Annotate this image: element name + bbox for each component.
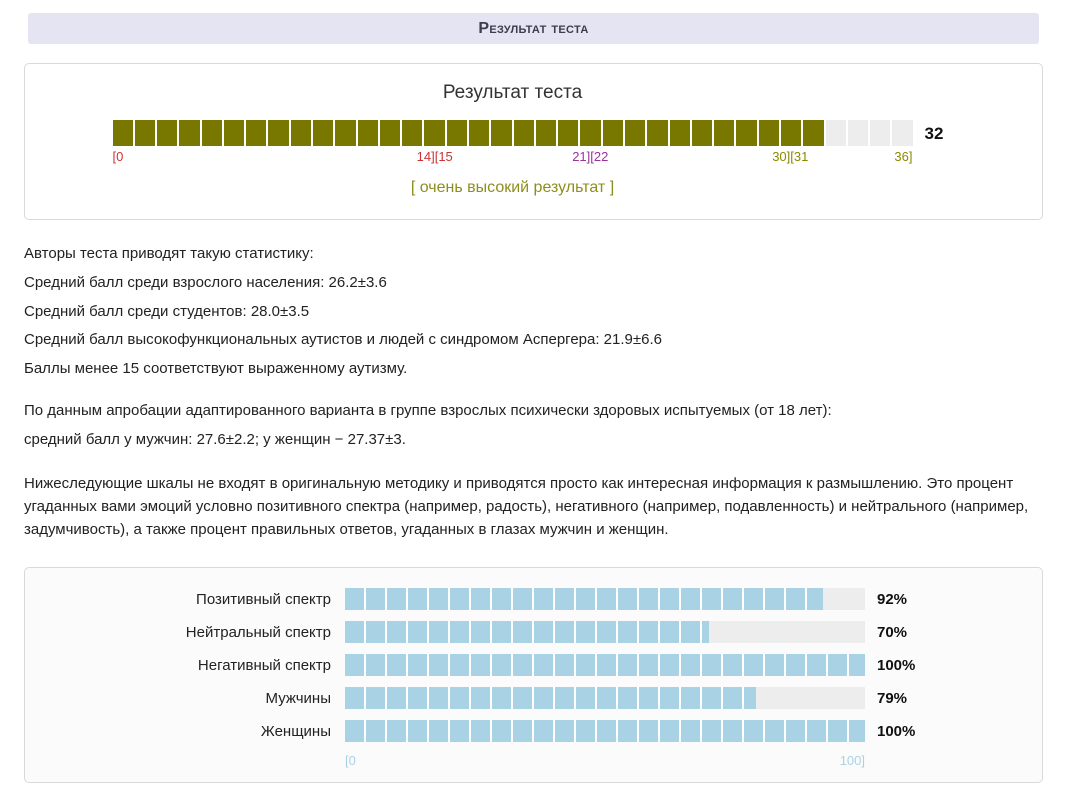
stats-line: Баллы менее 15 соответствуют выраженному… <box>24 360 408 378</box>
spectrum-row-label: Позитивный спектр <box>196 590 331 608</box>
scale-segment-filled <box>313 120 334 146</box>
scale-axis-label: 21][22 <box>572 149 609 164</box>
scale-axis-label: 36] <box>894 149 913 164</box>
scale-segment-filled <box>402 120 423 146</box>
spectrum-bar-track <box>345 588 865 611</box>
spectrum-bar-fill <box>345 720 865 743</box>
spectrum-bar-fill <box>345 588 824 611</box>
spectrum-bar-fill <box>345 621 709 644</box>
scale-segment-filled <box>758 120 779 146</box>
spectrum-row-label: Мужчины <box>265 689 331 707</box>
scale-segment-filled <box>179 120 200 146</box>
stats-line: средний балл у мужчин: 27.6±2.2; у женщи… <box>24 430 406 448</box>
scale-axis-label: [0 <box>112 149 124 164</box>
spectrum-bar-track <box>345 654 865 677</box>
scale-segment-filled <box>513 120 534 146</box>
scale-segment-filled <box>624 120 646 146</box>
scale-segment-filled <box>736 120 757 146</box>
spectrum-bar-track <box>345 687 865 710</box>
scale-segment-filled <box>268 120 289 146</box>
stats-line: Средний балл высокофункциональных аутист… <box>24 331 662 349</box>
spectrum-row-label: Нейтральный спектр <box>185 623 331 641</box>
scale-segment-filled <box>290 120 312 146</box>
scale-segment-filled <box>379 120 401 146</box>
spectrum-value-label: 100% <box>877 656 916 674</box>
spectrum-row: Нейтральный спектр 70% <box>45 621 1022 644</box>
scale-segment-filled <box>469 120 490 146</box>
scale-segment-filled <box>602 120 623 146</box>
scale-segment-empty <box>870 120 891 146</box>
scale-segment-filled <box>157 120 178 146</box>
scale-segment-filled <box>647 120 668 146</box>
result-bar-column: Результат теста [0 14][15 21][22 30][31 36] … <box>112 82 913 197</box>
scale-axis-label: 30][31 <box>772 149 809 164</box>
spectrum-value-label: 79% <box>877 689 908 707</box>
spectrum-value-label: 100% <box>877 722 916 740</box>
scale-segment-filled <box>491 120 512 146</box>
spectrum-axis: [0 100] <box>345 753 865 768</box>
spectrum-rows: Позитивный спектр 92% Нейтральный спектр 70… <box>45 588 1022 743</box>
scale-segment-filled <box>223 120 245 146</box>
spectrum-card: Позитивный спектр 92% Нейтральный спектр 70… <box>24 567 1043 784</box>
stats-line: Средний балл среди взрослого населения: … <box>24 273 387 291</box>
spectrum-bar-fill <box>345 654 865 677</box>
scale-segment-filled <box>669 120 690 146</box>
spectrum-row: Женщины 100% <box>45 720 1022 743</box>
spectrum-row-label: Негативный спектр <box>197 656 331 674</box>
scale-segment-filled <box>691 120 713 146</box>
spectrum-value-label: 92% <box>877 590 908 608</box>
scale-segment-filled <box>246 120 267 146</box>
stats-note: Нижеследующие шкалы не входят в оригинал… <box>24 474 1029 539</box>
scale-segment-filled <box>803 120 824 146</box>
spectrum-bar-track <box>345 720 865 743</box>
stats-line: По данным апробации адаптированного вари… <box>24 401 832 419</box>
result-scale-labels: [0 14][15 21][22 30][31 36] <box>113 149 913 167</box>
scale-segment-filled <box>446 120 467 146</box>
scale-segment-filled <box>580 120 601 146</box>
spectrum-bar-track <box>345 621 865 644</box>
scale-segment-empty <box>892 120 913 146</box>
result-scale <box>112 120 913 146</box>
spectrum-row: Мужчины 79% <box>45 687 1022 710</box>
spectrum-value-label: 70% <box>877 623 908 641</box>
page-title: Результат теста <box>478 19 589 37</box>
scale-segment-filled <box>112 120 133 146</box>
spectrum-axis-min: [0 <box>345 753 356 769</box>
result-card: Результат теста [0 14][15 21][22 30][31 36] … <box>24 63 1043 220</box>
scale-segment-filled <box>424 120 445 146</box>
result-verdict: [ очень высокий результат ] <box>410 179 615 196</box>
spectrum-row: Негативный спектр 100% <box>45 654 1022 677</box>
spectrum-axis-max: 100] <box>839 753 865 769</box>
stats-line: Средний балл среди студентов: 28.0±3.5 <box>24 302 310 320</box>
result-score: 32 <box>924 124 944 143</box>
result-chart-title: Результат теста <box>442 82 583 103</box>
result-chart: Результат теста [0 14][15 21][22 30][31 36] … <box>112 82 955 197</box>
spectrum-row: Позитивный спектр 92% <box>45 588 1022 611</box>
spectrum-row-label: Женщины <box>260 722 331 740</box>
scale-segment-filled <box>201 120 222 146</box>
stats-line: Авторы теста приводят такую статистику: <box>24 245 314 262</box>
scale-segment-filled <box>134 120 156 146</box>
scale-segment-filled <box>357 120 378 146</box>
stats-section: Авторы теста приводят такую статистику: … <box>24 244 1043 541</box>
scale-segment-filled <box>335 120 356 146</box>
scale-segment-filled <box>780 120 802 146</box>
scale-segment-filled <box>714 120 735 146</box>
scale-segment-empty <box>825 120 846 146</box>
scale-segment-filled <box>535 120 557 146</box>
scale-segment-filled <box>558 120 579 146</box>
page-header: Результат теста <box>28 13 1039 44</box>
scale-segment-empty <box>847 120 869 146</box>
scale-axis-label: 14][15 <box>416 149 453 164</box>
spectrum-bar-fill <box>345 687 756 710</box>
